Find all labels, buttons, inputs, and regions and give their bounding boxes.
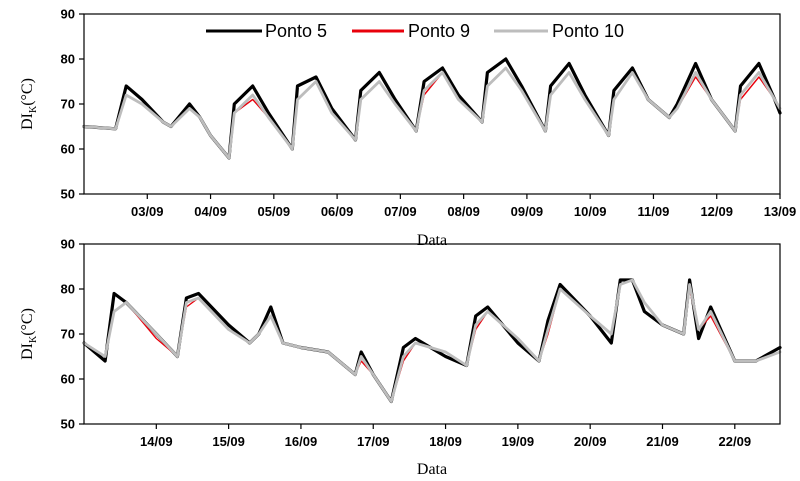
x-tick-label: 03/09: [131, 204, 164, 219]
x-tick-label: 13/09: [764, 204, 797, 219]
x-tick-label: 18/09: [429, 434, 462, 449]
x-tick-label: 15/09: [212, 434, 245, 449]
chart-panel-bottom: 50 60 70 80 90 14/09 15/09 16/09 17/09 18/09 19/0…: [19, 237, 782, 478]
series-lines: [82, 278, 782, 404]
y-axis-label-unit: (°C): [19, 308, 36, 336]
x-tick-label: 21/09: [646, 434, 679, 449]
y-axis-label-sub: K: [28, 105, 39, 113]
x-axis-label: Data: [417, 232, 447, 249]
x-tick-label: 08/09: [447, 204, 480, 219]
y-tick-label: 80: [61, 282, 75, 297]
y-axis-label-sub: K: [28, 335, 39, 343]
series-line-ponto-5: [82, 278, 782, 404]
x-axis-label: Data: [417, 461, 447, 478]
y-axis-label: DIK(°C): [19, 308, 39, 360]
x-tick-label: 04/09: [194, 204, 227, 219]
legend-label-ponto-9: Ponto 9: [408, 21, 470, 41]
x-axis-ticks: 03/09 04/09 05/09 06/09 07/09 08/09 09/09 10/09…: [131, 194, 796, 219]
x-tick-label: 17/09: [357, 434, 390, 449]
y-tick-label: 50: [61, 187, 75, 202]
x-tick-label: 12/09: [700, 204, 733, 219]
y-tick-label: 80: [61, 52, 75, 67]
y-axis-label-main: DI: [19, 113, 36, 130]
y-tick-label: 90: [61, 237, 75, 252]
plot-frame: [83, 243, 781, 425]
series-line-ponto-10: [82, 66, 782, 160]
y-axis-label: DIK(°C): [19, 78, 39, 130]
x-tick-label: 09/09: [511, 204, 544, 219]
y-tick-label: 70: [61, 97, 75, 112]
x-tick-label: 06/09: [321, 204, 354, 219]
y-axis-label-main: DI: [19, 343, 36, 360]
y-axis-ticks: 50 60 70 80 90: [61, 7, 84, 202]
x-tick-label: 10/09: [574, 204, 607, 219]
y-tick-label: 60: [61, 372, 75, 387]
y-axis-ticks: 50 60 70 80 90: [61, 237, 84, 432]
y-tick-label: 50: [61, 417, 75, 432]
chart-panel-top: 50 60 70 80 90 03/09 04/09 05/09 06/09 07/09 08/0…: [19, 7, 796, 250]
x-tick-label: 20/09: [574, 434, 607, 449]
legend-label-ponto-10: Ponto 10: [552, 21, 624, 41]
x-tick-label: 19/09: [502, 434, 535, 449]
svg-text:DIK(°C): DIK(°C): [19, 308, 39, 360]
x-tick-label: 05/09: [258, 204, 291, 219]
x-tick-label: 16/09: [285, 434, 318, 449]
x-tick-label: 11/09: [638, 204, 670, 219]
y-tick-label: 90: [61, 7, 75, 22]
y-tick-label: 70: [61, 327, 75, 342]
y-axis-label-unit: (°C): [19, 78, 36, 106]
legend-label-ponto-5: Ponto 5: [265, 21, 327, 41]
y-tick-label: 60: [61, 142, 75, 157]
x-axis-ticks: 14/09 15/09 16/09 17/09 18/09 19/09 20/09 21/09…: [140, 424, 751, 449]
series-line-ponto-10: [82, 278, 782, 403]
legend: Ponto 5 Ponto 9 Ponto 10: [206, 21, 624, 41]
svg-text:DIK(°C): DIK(°C): [19, 78, 39, 130]
x-tick-label: 07/09: [384, 204, 417, 219]
x-tick-label: 14/09: [140, 434, 173, 449]
series-lines: [82, 57, 782, 160]
x-tick-label: 22/09: [719, 434, 752, 449]
